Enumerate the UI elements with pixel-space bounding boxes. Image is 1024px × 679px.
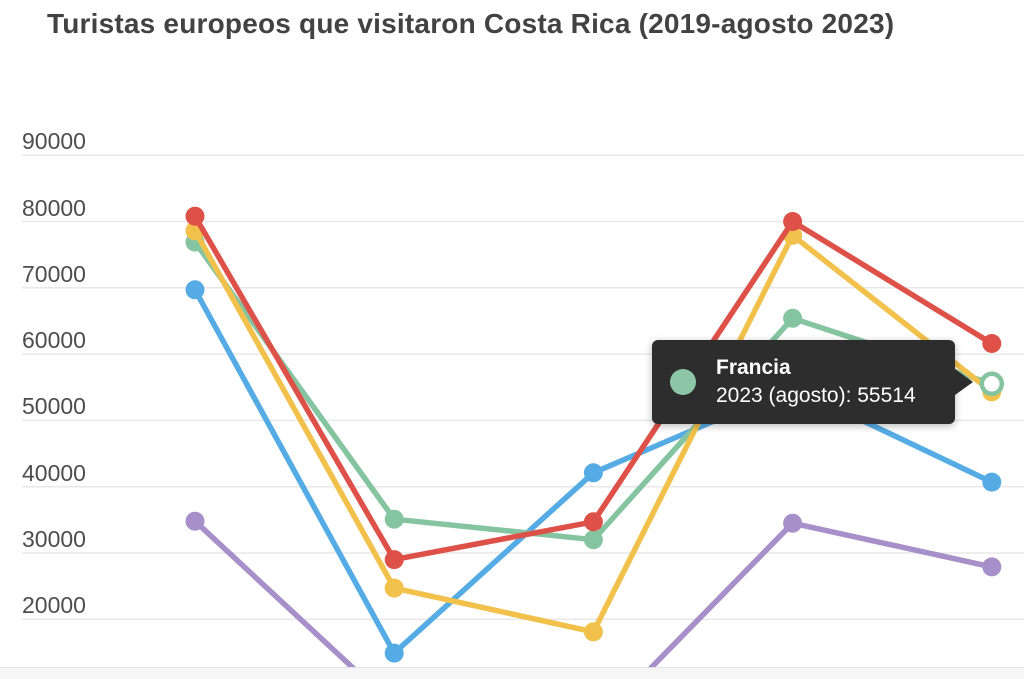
- data-point-series-red-2020[interactable]: [384, 550, 404, 570]
- tooltip-text: Francia 2023 (agosto): 55514: [716, 354, 916, 410]
- tooltip-value: 2023 (agosto): 55514: [716, 384, 916, 407]
- data-point-series-red-2023 (agosto)[interactable]: [982, 334, 1002, 353]
- y-axis-label-30000: 30000: [22, 526, 86, 552]
- data-point-series-green-2022[interactable]: [783, 308, 803, 328]
- y-axis-label-40000: 40000: [22, 460, 86, 486]
- tooltip-arrow: [955, 369, 973, 395]
- data-point-series-blue-2019[interactable]: [185, 280, 205, 300]
- data-point-series-blue-2020[interactable]: [384, 643, 404, 663]
- y-axis-label-70000: 70000: [22, 261, 86, 287]
- tooltip-series-name: Francia: [716, 356, 791, 379]
- y-axis-label-90000: 90000: [22, 128, 86, 154]
- highlighted-data-point-francia-2023[interactable]: [979, 371, 1005, 397]
- data-point-series-yellow-2021[interactable]: [583, 622, 603, 642]
- data-point-series-purple-2019[interactable]: [185, 511, 205, 531]
- data-point-series-green-2021[interactable]: [583, 530, 603, 550]
- x-axis-band: [0, 667, 1024, 679]
- y-axis-label-50000: 50000: [22, 393, 86, 419]
- line-series-purple[interactable]: [192, 518, 995, 679]
- tooltip-series-swatch: [670, 369, 696, 395]
- tooltip: Francia 2023 (agosto): 55514: [652, 340, 973, 424]
- data-point-series-red-2019[interactable]: [185, 206, 205, 226]
- data-point-series-green-2020[interactable]: [384, 509, 404, 529]
- data-point-series-blue-2021[interactable]: [583, 463, 603, 483]
- data-point-series-purple-2022[interactable]: [783, 513, 803, 533]
- y-axis-label-20000: 20000: [22, 592, 86, 618]
- data-point-series-red-2022[interactable]: [783, 212, 803, 231]
- line-series-yellow[interactable]: [192, 228, 995, 635]
- y-axis-label-80000: 80000: [22, 195, 86, 221]
- data-point-series-red-2021[interactable]: [583, 512, 603, 532]
- y-axis-label-60000: 60000: [22, 327, 86, 353]
- data-point-series-yellow-2020[interactable]: [384, 578, 404, 598]
- data-point-series-blue-2023 (agosto)[interactable]: [982, 472, 1002, 492]
- chart-title: Turistas europeos que visitaron Costa Ri…: [47, 8, 895, 39]
- data-point-series-purple-2023 (agosto)[interactable]: [982, 557, 1002, 577]
